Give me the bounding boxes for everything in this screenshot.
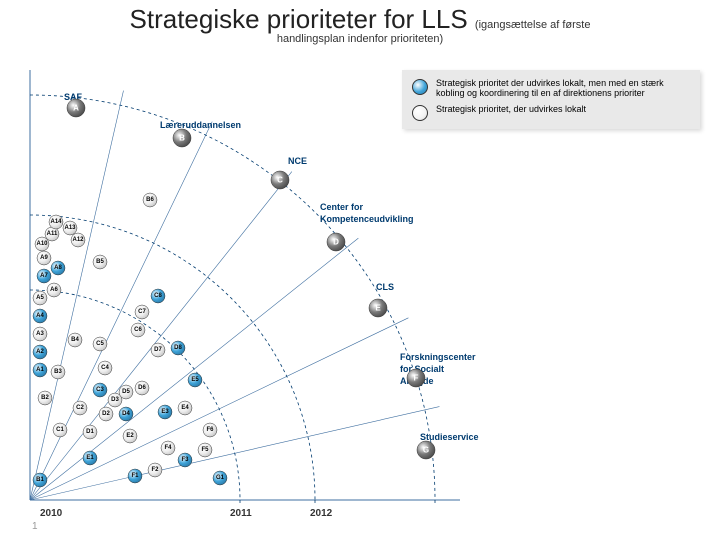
radial-line <box>30 122 212 500</box>
priority-node <box>47 283 61 297</box>
priority-node <box>63 221 77 235</box>
priority-node <box>188 373 202 387</box>
priority-node <box>33 327 47 341</box>
sector-label: Læreruddannelsen <box>160 120 241 130</box>
priority-node <box>161 441 175 455</box>
priority-node <box>33 291 47 305</box>
priority-node <box>37 269 51 283</box>
sector-label: Studieservice <box>420 432 479 442</box>
priority-node <box>198 443 212 457</box>
sector-label: Forskningscenter <box>400 352 476 362</box>
priority-node <box>38 391 52 405</box>
sector-label: CLS <box>376 282 394 292</box>
priority-node <box>131 323 145 337</box>
priority-node <box>203 423 217 437</box>
priority-node <box>83 451 97 465</box>
priority-node <box>93 255 107 269</box>
year-arc <box>30 95 435 500</box>
sector-label: Kompetenceudvikling <box>320 214 414 224</box>
priority-node <box>128 469 142 483</box>
page-number: 1 <box>32 521 38 532</box>
priority-node <box>93 337 107 351</box>
priority-node <box>71 233 85 247</box>
category-node-label: G <box>423 446 429 455</box>
priority-node <box>33 309 47 323</box>
priority-node <box>143 193 157 207</box>
priority-node <box>213 471 227 485</box>
priority-node <box>178 401 192 415</box>
priority-node <box>37 251 51 265</box>
priority-node <box>51 365 65 379</box>
priority-node <box>148 463 162 477</box>
priority-node <box>135 381 149 395</box>
category-node-label: D <box>333 238 339 247</box>
priority-node <box>93 383 107 397</box>
category-node-label: E <box>375 304 381 313</box>
priority-node <box>151 289 165 303</box>
category-node-label: C <box>277 176 283 185</box>
priority-node <box>119 407 133 421</box>
sector-label: NCE <box>288 156 307 166</box>
priority-node <box>98 361 112 375</box>
priority-node <box>33 363 47 377</box>
priority-node <box>123 429 137 443</box>
priority-node <box>49 215 63 229</box>
year-arc <box>30 290 240 500</box>
priority-node <box>119 385 133 399</box>
priority-node <box>178 453 192 467</box>
priority-node <box>51 261 65 275</box>
priority-node <box>68 333 82 347</box>
priority-node <box>83 425 97 439</box>
axis-label: 2012 <box>310 508 333 519</box>
year-arc <box>30 215 315 500</box>
axis-label: 2011 <box>230 508 252 519</box>
priority-node <box>99 407 113 421</box>
sector-label: Center for <box>320 202 364 212</box>
priority-node <box>33 345 47 359</box>
axis-label: 2010 <box>40 508 63 519</box>
radar-chart: 201020112012SAFLæreruddannelsenNCECenter… <box>0 0 720 540</box>
priority-node <box>73 401 87 415</box>
category-node-label: B <box>179 134 185 143</box>
priority-node <box>53 423 67 437</box>
priority-node <box>135 305 149 319</box>
priority-node <box>151 343 165 357</box>
priority-node <box>158 405 172 419</box>
category-node-label: A <box>73 104 79 113</box>
priority-node <box>171 341 185 355</box>
priority-node <box>33 473 47 487</box>
category-node-label: F <box>414 374 419 383</box>
